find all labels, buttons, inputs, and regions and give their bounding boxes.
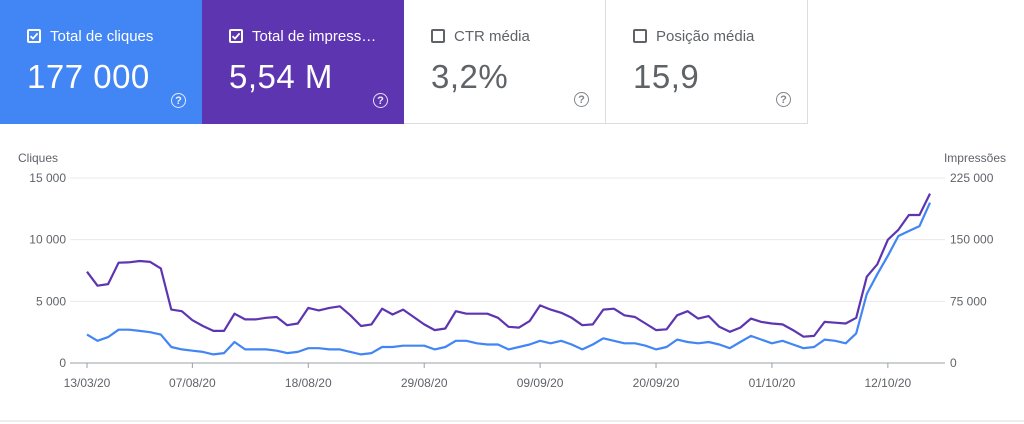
left-axis-title: Cliques: [18, 151, 58, 165]
x-tick-label: 29/08/20: [401, 376, 448, 390]
grid-lines: [70, 177, 945, 364]
right-axis-title: Impressões: [944, 151, 1006, 165]
metric-label: Total de cliques: [50, 27, 154, 45]
metric-card-header: Posição média: [633, 26, 807, 46]
right-tick-label: 0: [950, 356, 957, 370]
axis-ticks: 0 5 000 10 000 15 000 0 75 000 150 000 225 000 1…: [29, 171, 993, 390]
left-tick-label: 5 000: [36, 294, 66, 308]
metric-value: 5,54 M: [229, 58, 333, 95]
metric-card-header: Total de cliques: [27, 26, 202, 46]
checkbox-checked-icon[interactable]: [229, 29, 243, 43]
x-tick-label: 12/10/20: [864, 376, 911, 390]
x-tick-label: 20/09/20: [633, 376, 680, 390]
x-tick-label: 07/08/20: [169, 376, 216, 390]
metric-label: CTR média: [454, 27, 530, 45]
metric-label: Total de impress…: [252, 27, 377, 45]
help-icon[interactable]: ?: [171, 93, 186, 108]
help-icon[interactable]: ?: [373, 93, 388, 108]
x-tick-label: 09/09/20: [517, 376, 564, 390]
metric-card-average-position[interactable]: Posição média 15,9 ?: [606, 0, 808, 124]
series-lines: [86, 193, 932, 356]
right-tick-label: 225 000: [950, 171, 994, 185]
checkbox-checked-icon[interactable]: [27, 29, 41, 43]
metric-value: 15,9: [633, 58, 700, 95]
help-icon[interactable]: ?: [574, 92, 589, 107]
metric-card-average-ctr[interactable]: CTR média 3,2% ?: [404, 0, 606, 124]
metric-card-total-impressions[interactable]: Total de impress… 5,54 M ?: [202, 0, 404, 124]
x-tick-label: 18/08/20: [285, 376, 332, 390]
x-tick-label: 13/03/20: [64, 376, 111, 390]
help-icon[interactable]: ?: [776, 92, 791, 107]
right-tick-label: 150 000: [950, 233, 994, 247]
x-tick-label: 01/10/20: [749, 376, 796, 390]
right-tick-label: 75 000: [950, 294, 987, 308]
left-tick-label: 15 000: [29, 171, 66, 185]
metric-cards: Total de cliques 177 000 ? Total de impr…: [0, 0, 1024, 124]
metric-label: Posição média: [656, 27, 755, 45]
checkbox-unchecked-icon[interactable]: [633, 29, 647, 43]
left-tick-label: 10 000: [29, 233, 66, 247]
performance-chart: Cliques Impressões 0 5 000 10 000 15 000 0 75…: [0, 151, 1024, 422]
metric-value: 177 000: [27, 58, 150, 95]
series-line-impressions: [86, 193, 931, 338]
series-line-clicks: [86, 202, 932, 356]
metric-card-header: CTR média: [431, 26, 605, 46]
left-tick-label: 0: [59, 356, 66, 370]
metric-value: 3,2%: [431, 58, 509, 95]
metric-card-header: Total de impress…: [229, 26, 404, 46]
checkbox-unchecked-icon[interactable]: [431, 29, 445, 43]
metric-card-total-clicks[interactable]: Total de cliques 177 000 ?: [0, 0, 202, 124]
